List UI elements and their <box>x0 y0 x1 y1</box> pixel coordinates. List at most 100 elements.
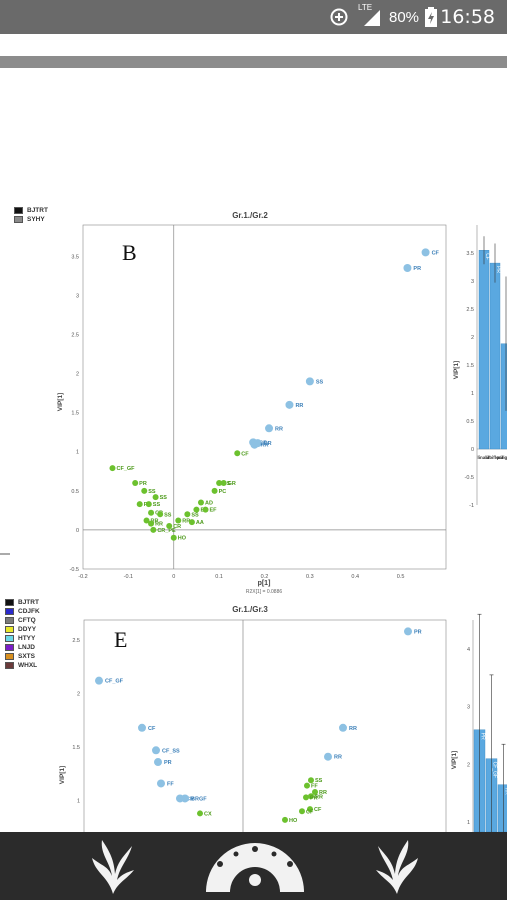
bar <box>478 249 490 450</box>
data-point <box>154 758 162 767</box>
point-label: CR <box>186 796 194 802</box>
y-tick-label: 1 <box>471 391 474 397</box>
point-label: SS <box>153 502 161 508</box>
data-point <box>95 676 103 685</box>
bar-label: PR <box>495 266 501 273</box>
data-point <box>299 808 305 815</box>
point-label: SS <box>316 379 324 385</box>
legend-label: CDJFK <box>18 608 40 615</box>
data-saver-icon <box>330 8 348 26</box>
scatter-plot-b: -0.2 -0.1 0 0.1 0.2 0.3 0.4 0.5 -0.5 0 0.5 1 1.5 2 2.5… <box>70 224 447 580</box>
battery-percent: 80% <box>389 9 420 26</box>
y-tick-label: 2.5 <box>72 638 80 644</box>
point-label: CF_SS <box>162 748 180 754</box>
point-label: PR <box>414 629 422 635</box>
data-point <box>109 465 116 472</box>
y-tick-label: -0.5 <box>70 567 79 573</box>
point-label: BRGF <box>191 796 207 802</box>
legend-label: LNJD <box>18 644 35 651</box>
legend-swatch <box>5 653 14 660</box>
data-point <box>166 523 173 529</box>
y-axis-label-b: VIP[1] <box>57 393 64 411</box>
point-label: SS <box>223 481 231 487</box>
clock: 16:58 <box>440 6 495 28</box>
y-tick-label: 2 <box>76 372 79 378</box>
point-label: HO <box>178 536 187 542</box>
network-type: LTE <box>358 3 373 12</box>
point-label: CF <box>306 809 314 815</box>
legend-label: CFTQ <box>18 617 36 624</box>
plot-frame <box>82 224 447 570</box>
data-point <box>285 400 294 409</box>
y-tick-label: 2 <box>471 335 474 341</box>
panel-letter-e: E <box>114 627 127 652</box>
point-label: RR <box>182 519 190 525</box>
x-tick-label: -0.1 <box>124 574 133 580</box>
y-tick-label: 1 <box>76 450 79 456</box>
x-tick-label: 0 <box>172 574 175 580</box>
data-point <box>157 511 164 518</box>
point-label: CR <box>173 524 181 530</box>
toolbar-strip <box>0 56 507 68</box>
legend-label: SYHY <box>27 216 45 223</box>
x-tick-label: 0.2 <box>261 574 269 580</box>
data-point <box>143 517 150 524</box>
category-label: paligeon <box>497 455 507 460</box>
data-point <box>305 377 314 386</box>
y-tick-label: 2 <box>77 692 80 698</box>
data-point <box>193 506 200 513</box>
data-point <box>148 509 155 516</box>
data-point <box>197 810 203 817</box>
bar-label: RR <box>504 788 507 796</box>
x-tick-label: -0.2 <box>78 574 87 580</box>
point-label: RR <box>151 519 159 525</box>
y-tick-label: 3.5 <box>71 254 79 260</box>
plot-frame <box>83 619 447 832</box>
data-point <box>202 506 209 513</box>
point-label: PC <box>219 489 227 495</box>
status-bar: LTE 80% 16:58 <box>0 0 507 34</box>
right-ornament-icon <box>376 840 418 894</box>
legend-swatch <box>5 599 14 606</box>
battery-icon <box>425 7 437 27</box>
y-tick-label: 2.5 <box>466 307 474 313</box>
data-point <box>184 511 191 518</box>
data-point <box>175 517 182 524</box>
data-point <box>152 494 159 501</box>
data-point <box>141 487 148 494</box>
point-label: RR <box>319 790 327 796</box>
legend-bottom-entry: BJTRT <box>5 598 40 607</box>
point-label: RR <box>155 522 163 528</box>
point-label: RR <box>315 794 323 800</box>
left-ornament-icon <box>92 840 134 894</box>
bottom-ornament-bar <box>0 832 507 900</box>
point-label: RR <box>275 426 283 432</box>
legend-top: BJTRT SYHY <box>14 206 48 224</box>
data-point <box>304 782 310 789</box>
data-point <box>181 794 189 803</box>
point-label: AA <box>196 520 204 526</box>
point-label: PR <box>164 760 172 766</box>
legend-label: BJTRT <box>18 599 39 606</box>
data-point <box>421 248 430 257</box>
data-point <box>211 487 218 494</box>
y-tick-label: 0 <box>471 447 474 453</box>
y-tick-label: 3 <box>76 293 79 299</box>
legend-swatch <box>5 617 14 624</box>
y-tick-label: 1.5 <box>71 411 79 417</box>
category-label: albiflorin <box>486 455 505 460</box>
legend-bottom-entry: CDJFK <box>5 607 40 616</box>
legend-label: SXTS <box>18 653 35 660</box>
legend-bottom-entry: LNJD <box>5 643 40 652</box>
point-label: SS <box>315 778 323 784</box>
data-point <box>132 480 139 486</box>
point-label: CF_GF <box>116 466 135 472</box>
point-label: CX <box>204 811 212 817</box>
point-label: CF <box>314 807 322 813</box>
data-point <box>250 440 259 449</box>
y-tick-label: 2 <box>467 762 470 768</box>
y-tick-label: -1 <box>469 503 474 509</box>
x-tick-label: 0.3 <box>306 574 314 580</box>
y-tick-label: 4 <box>467 647 470 653</box>
point-label: PR <box>413 266 421 272</box>
